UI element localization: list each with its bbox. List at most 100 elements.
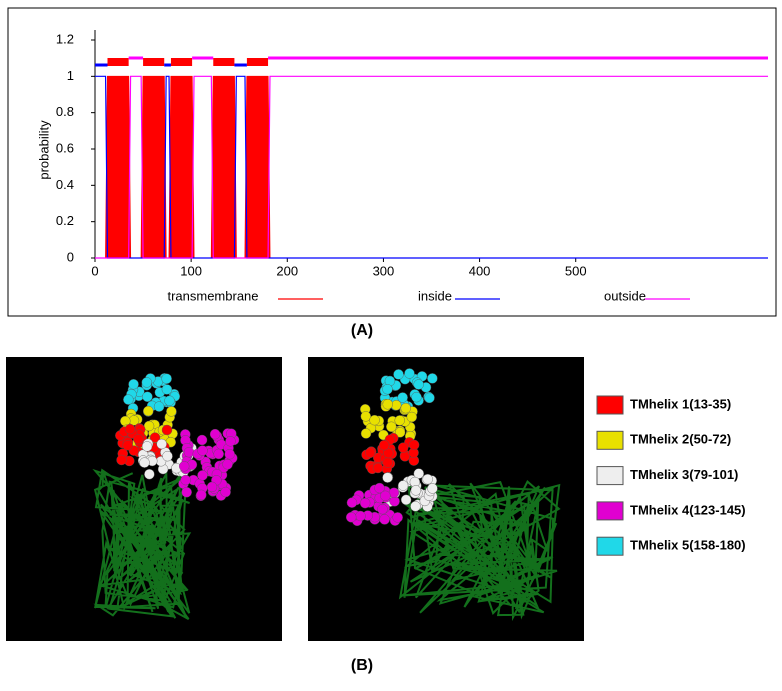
legend-swatch: [596, 466, 624, 486]
atom-sphere: [382, 399, 393, 410]
atom-sphere: [404, 368, 415, 379]
y-tick-label: 0.4: [56, 177, 74, 192]
y-tick-label: 1.2: [56, 31, 74, 46]
atom-sphere: [225, 436, 236, 447]
structure-images: [6, 357, 584, 641]
atom-sphere: [161, 373, 172, 384]
atom-sphere: [364, 447, 376, 458]
atom-sphere: [378, 440, 390, 451]
legend-label: TMhelix 2(50-72): [630, 432, 731, 447]
backbone-trace: [92, 468, 192, 620]
atom-sphere: [382, 472, 393, 483]
atom-sphere: [141, 441, 153, 452]
backbone-trace: [398, 480, 561, 622]
atom-sphere: [397, 442, 409, 453]
atom-sphere: [141, 377, 152, 388]
atom-sphere: [394, 427, 406, 438]
atom-sphere: [400, 402, 411, 414]
atom-sphere: [164, 395, 175, 406]
atom-sphere: [179, 461, 190, 472]
atom-sphere: [222, 459, 233, 470]
atom-sphere: [400, 494, 412, 505]
x-tick-label: 200: [276, 263, 298, 278]
legend-swatch: [596, 536, 624, 556]
topology-segment: [246, 58, 269, 66]
atom-sphere: [359, 497, 371, 509]
atom-sphere: [386, 421, 397, 432]
atom-sphere: [206, 481, 218, 493]
atom-sphere: [410, 485, 422, 496]
y-tick-label: 0.8: [56, 104, 74, 119]
x-tick-label: 100: [180, 263, 202, 278]
x-tick-label: 300: [373, 263, 395, 278]
atom-sphere: [374, 482, 385, 494]
atom-sphere: [413, 379, 424, 390]
y-tick-label: 0.6: [56, 140, 74, 155]
atom-sphere: [427, 483, 438, 494]
atom-sphere: [180, 474, 191, 486]
y-tick-label: 0: [67, 249, 74, 264]
atom-sphere: [143, 420, 155, 432]
atom-sphere: [197, 470, 208, 481]
area: [95, 75, 768, 259]
topology-segment: [128, 56, 144, 60]
atom-sphere: [144, 468, 155, 480]
atom-sphere: [181, 487, 192, 498]
topology-segment: [164, 63, 171, 67]
atom-sphere: [392, 512, 403, 523]
legend-swatch: [596, 501, 624, 521]
atom-sphere: [209, 428, 221, 440]
atom-sphere: [424, 392, 435, 404]
panel-label: (B): [351, 657, 373, 674]
atom-sphere: [213, 448, 224, 460]
atom-sphere: [161, 384, 173, 395]
atom-sphere: [397, 480, 409, 491]
y-axis-label: probability: [36, 120, 51, 180]
legend-swatch: [596, 395, 624, 415]
topology-segment: [268, 56, 768, 60]
atom-sphere: [143, 405, 154, 417]
atom-sphere: [394, 415, 405, 426]
atom-sphere: [408, 439, 420, 451]
atom-sphere: [379, 514, 390, 525]
topology-segment: [107, 58, 129, 66]
atom-sphere: [410, 501, 421, 512]
atom-sphere: [346, 512, 357, 523]
atom-sphere: [397, 392, 408, 403]
line: [95, 75, 768, 259]
topology-segment: [143, 58, 165, 66]
atom-sphere: [382, 384, 393, 395]
y-tick-label: 1: [67, 68, 74, 83]
topology-segment: [213, 58, 235, 66]
atom-sphere: [377, 503, 388, 515]
topology-segment: [192, 56, 214, 60]
atom-sphere: [166, 406, 177, 417]
legend-label: TMhelix 4(123-145): [630, 502, 746, 517]
atom-sphere: [183, 446, 195, 458]
atom-sphere: [346, 497, 358, 508]
atom-sphere: [406, 411, 417, 423]
topology-segment: [234, 63, 247, 67]
atom-sphere: [382, 457, 393, 468]
atom-sphere: [156, 438, 167, 450]
topology-segment: [170, 58, 193, 66]
legend-label: TMhelix 5(158-180): [630, 538, 746, 553]
atom-sphere: [224, 448, 235, 460]
atom-sphere: [128, 379, 139, 390]
atom-sphere: [380, 490, 391, 502]
atom-sphere: [142, 391, 153, 402]
atom-sphere: [422, 473, 433, 485]
atom-sphere: [122, 440, 133, 451]
legend-label: TMhelix 1(13-35): [630, 396, 731, 411]
atom-sphere: [161, 424, 173, 436]
atom-sphere: [197, 445, 208, 456]
y-tick-label: 0.2: [56, 213, 74, 228]
atom-sphere: [360, 411, 371, 422]
atom-sphere: [133, 433, 144, 445]
atom-sphere: [427, 373, 438, 384]
x-tick-label: 0: [91, 263, 98, 278]
legend-label: outside: [604, 288, 646, 303]
atom-sphere: [355, 510, 366, 522]
x-tick-label: 500: [565, 263, 587, 278]
legend-swatch: [596, 430, 624, 450]
